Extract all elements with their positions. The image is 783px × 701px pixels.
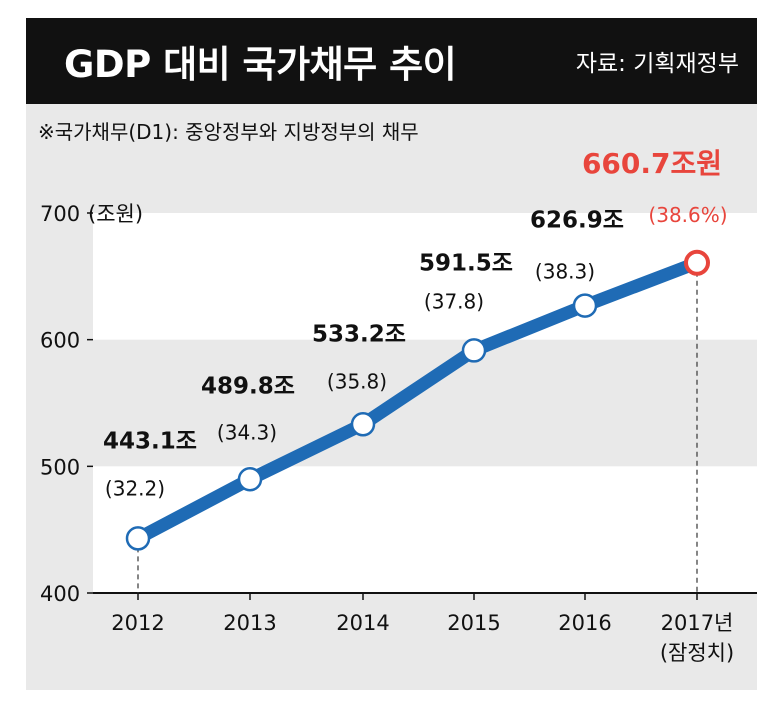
- chart-note: ※국가채무(D1): 중앙정부와 지방정부의 채무: [38, 120, 419, 144]
- data-point: [684, 249, 710, 276]
- data-point: [461, 338, 487, 363]
- ratio-label: (37.8): [424, 289, 484, 313]
- data-label: 660.7조원: [582, 147, 722, 180]
- x-tick-label: 2013: [223, 611, 276, 635]
- data-label: 443.1조: [103, 428, 197, 454]
- chart-header: GDP 대비 국가채무 추이 자료: 기획재정부: [26, 18, 757, 104]
- x-tick-label: 2012: [111, 611, 164, 635]
- y-unit-label: (조원): [88, 202, 143, 226]
- y-tick-label: 600: [40, 329, 80, 353]
- data-label: 626.9조: [530, 208, 624, 234]
- x-tick-label: 2015: [447, 611, 500, 635]
- data-point: [572, 293, 598, 318]
- data-label: 533.2조: [312, 321, 406, 347]
- chart-title: GDP 대비 국가채무 추이: [64, 43, 457, 86]
- ratio-label: (34.3): [217, 420, 277, 444]
- x-tick-label: 2014: [336, 611, 389, 635]
- source-label: 자료: 기획재정부: [575, 51, 739, 77]
- data-label: 591.5조: [419, 250, 513, 276]
- y-tick-label: 400: [40, 582, 80, 606]
- data-point: [350, 412, 376, 437]
- data-point: [125, 526, 151, 551]
- data-point: [237, 467, 263, 492]
- x-tick-label: 2017년: [661, 611, 734, 635]
- y-tick-label: 500: [40, 455, 80, 479]
- series-line: [131, 256, 704, 545]
- data-label: 489.8조: [201, 373, 295, 399]
- grid-band: [93, 466, 757, 593]
- ratio-label: (38.3): [535, 260, 595, 284]
- ratio-label: (32.2): [105, 476, 165, 500]
- ratio-label: (35.8): [327, 369, 387, 393]
- y-tick-label: 700: [40, 202, 80, 226]
- ratio-label: (38.6%): [648, 203, 727, 227]
- x-tick-label: 2016: [558, 611, 611, 635]
- x-tick-sublabel: (잠정치): [660, 641, 734, 665]
